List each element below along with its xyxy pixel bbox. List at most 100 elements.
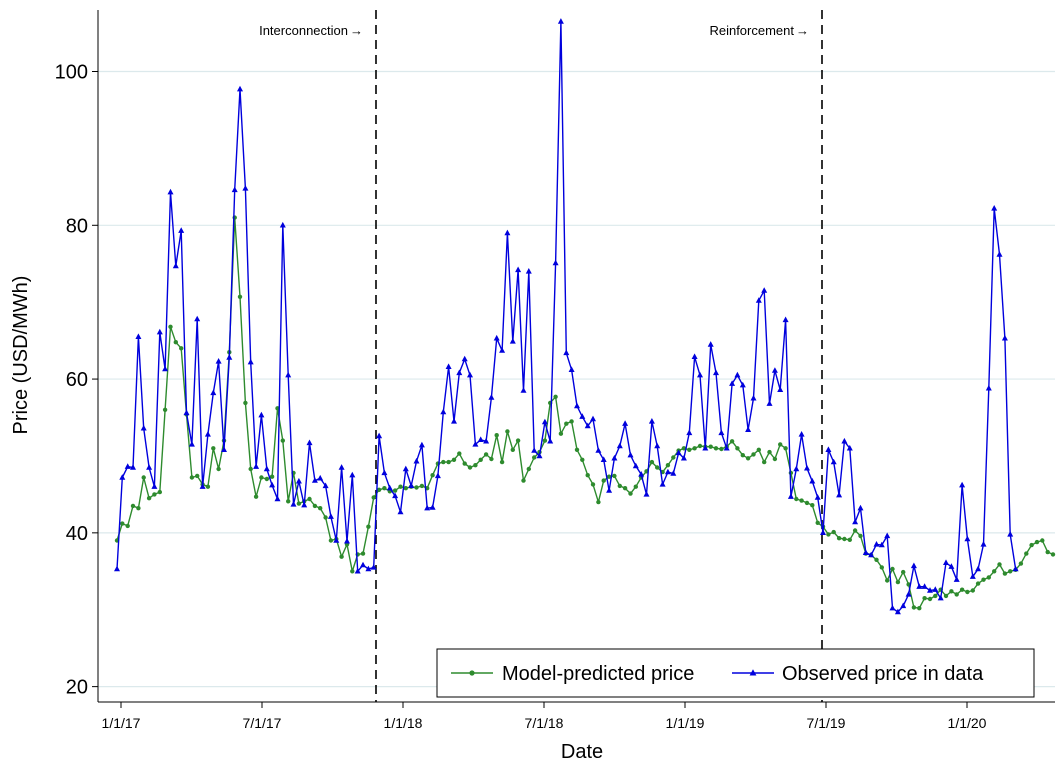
data-point [718, 429, 725, 436]
data-point [141, 475, 146, 480]
y-tick-label: 20 [66, 677, 88, 699]
data-point [708, 444, 713, 449]
data-point [762, 459, 767, 465]
data-point [782, 316, 789, 323]
data-point [751, 452, 756, 457]
data-point [579, 413, 586, 419]
data-point [328, 538, 334, 543]
data-point [980, 541, 987, 547]
data-point [606, 474, 612, 479]
data-point [483, 437, 490, 444]
data-point [723, 444, 730, 451]
data-point [627, 451, 634, 458]
data-point [211, 446, 216, 451]
data-point [1024, 551, 1029, 556]
data-point [606, 487, 613, 493]
data-point [215, 358, 222, 364]
data-point [376, 432, 383, 439]
data-point [370, 564, 377, 570]
data-point [441, 459, 446, 465]
legend-marker-predicted [469, 670, 475, 676]
data-point [670, 470, 677, 476]
data-point [216, 466, 221, 472]
data-point [413, 457, 420, 464]
data-point [643, 491, 650, 497]
data-point [327, 513, 334, 519]
data-point [136, 506, 141, 511]
data-point [842, 536, 847, 542]
legend-label-observed: Observed price in data [782, 663, 984, 685]
data-point [937, 594, 944, 601]
data-point [296, 501, 302, 506]
data-point [584, 422, 591, 429]
data-point [970, 588, 975, 593]
data-point [868, 551, 875, 558]
data-point [719, 446, 724, 452]
data-point [622, 420, 629, 426]
data-point [975, 581, 981, 586]
data-point [857, 504, 864, 511]
data-point [831, 529, 836, 535]
data-point [734, 371, 741, 378]
data-point [964, 535, 971, 542]
data-point [156, 328, 163, 335]
data-point [531, 447, 538, 453]
data-point [617, 483, 622, 489]
data-point [199, 483, 206, 489]
data-point [398, 484, 403, 489]
data-point [221, 446, 227, 452]
data-point [168, 324, 173, 329]
data-point [414, 485, 419, 490]
data-point [525, 268, 532, 274]
data-point [489, 456, 494, 462]
data-point [114, 565, 120, 572]
data-point [467, 465, 473, 470]
data-point [253, 494, 259, 499]
data-point [146, 464, 153, 470]
data-point [376, 487, 382, 492]
data-point [697, 443, 703, 449]
event-label: Interconnection [259, 23, 348, 38]
data-point [247, 358, 254, 365]
event-label: Reinforcement [709, 23, 794, 38]
data-point [992, 569, 997, 574]
data-point [205, 484, 211, 489]
data-point [858, 533, 863, 539]
data-point [536, 452, 543, 459]
data-point [542, 438, 548, 443]
x-tick-label: 1/1/19 [666, 715, 705, 731]
data-point [339, 554, 344, 559]
data-point [354, 567, 361, 574]
data-point [350, 569, 355, 574]
data-point [210, 389, 217, 396]
data-point [499, 347, 506, 353]
legend-marker-observed [749, 669, 757, 676]
y-tick-label: 100 [55, 62, 88, 84]
data-point [317, 474, 324, 481]
data-point [532, 455, 537, 460]
data-point [648, 418, 655, 424]
data-point [778, 442, 783, 447]
data-point [547, 437, 554, 444]
data-point [349, 471, 356, 478]
data-point [333, 537, 340, 543]
data-point [750, 394, 757, 401]
data-point [146, 496, 152, 501]
data-point [900, 602, 907, 609]
data-point [825, 446, 832, 452]
data-point [392, 492, 399, 499]
data-point [515, 266, 522, 273]
data-point [557, 18, 564, 24]
data-point [804, 464, 810, 471]
data-point [574, 447, 580, 452]
data-point [916, 583, 923, 589]
data-point [365, 565, 372, 572]
data-point [237, 294, 243, 299]
data-point [172, 262, 179, 269]
data-point [338, 464, 345, 470]
data-point [381, 469, 388, 476]
data-point [574, 402, 580, 409]
data-point [815, 520, 820, 525]
x-tick-label: 1/1/17 [102, 715, 141, 731]
data-point [204, 431, 211, 437]
